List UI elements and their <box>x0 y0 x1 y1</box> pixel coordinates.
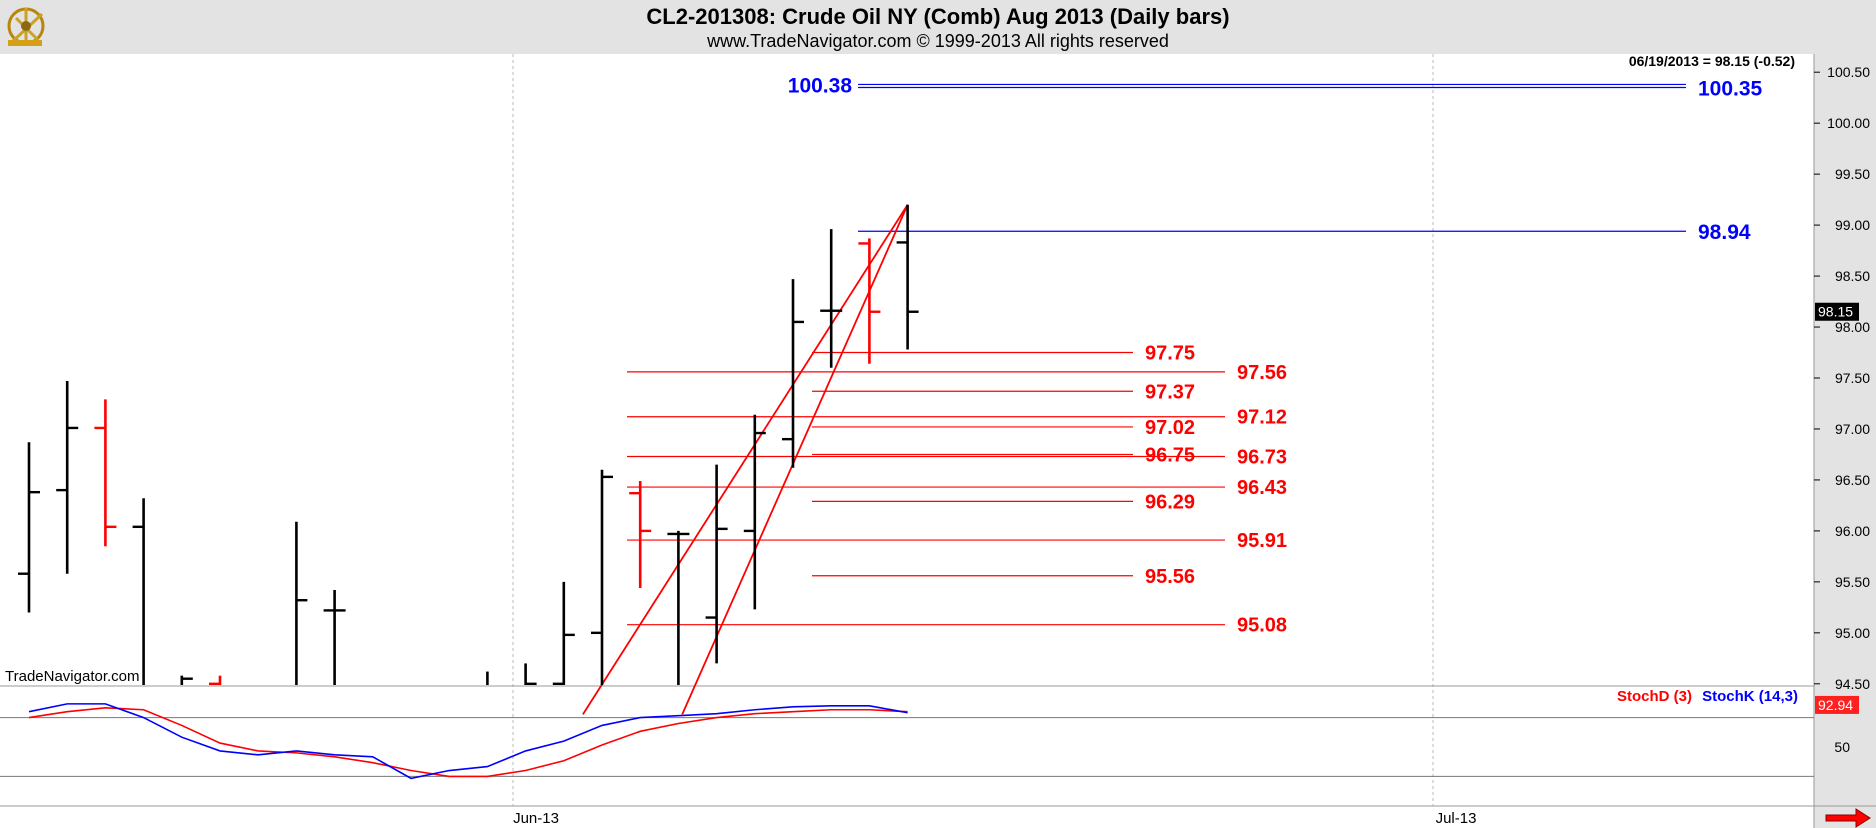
fib-level-label: 97.37 <box>1145 381 1195 403</box>
y-tick-label: 100.50 <box>1827 64 1870 80</box>
grid-layer <box>512 54 1434 806</box>
stoch-legend-d: StochD (3) <box>1617 688 1692 705</box>
y-tick-label: 98.50 <box>1835 268 1870 284</box>
panel-layer <box>0 54 1876 828</box>
stoch-series-line <box>28 703 908 780</box>
axis-layer: Jun-13 Jul-13 94.50 95.00 95.50 96.00 96.50 97.… <box>513 53 1871 828</box>
price-bars-layer <box>18 204 919 686</box>
y-tick-label: 99.00 <box>1835 217 1870 233</box>
stoch-last-value-label: 92.94 <box>1818 697 1853 713</box>
fib-level-label: 95.91 <box>1237 530 1287 552</box>
stoch-series-line <box>28 706 908 778</box>
price-info-label: 06/19/2013 = 98.15 (-0.52) <box>1629 53 1795 69</box>
y-tick-label: 94.50 <box>1835 676 1870 692</box>
stoch-y-tick-label: 50 <box>1834 739 1850 755</box>
fib-level-label: 96.73 <box>1237 446 1287 468</box>
fib-level-label: 95.08 <box>1237 615 1287 637</box>
stoch-legend-k: StochK (14,3) <box>1702 688 1798 705</box>
fib-level-label: 96.43 <box>1237 477 1287 499</box>
fib-level-label: 96.75 <box>1145 444 1195 466</box>
y-tick-label: 99.50 <box>1835 166 1870 182</box>
fib-level-label: 97.02 <box>1145 417 1195 439</box>
trendline <box>582 204 909 715</box>
y-tick-label: 96.50 <box>1835 472 1870 488</box>
levels-layer: 100.38 100.35 98.94 97.75 97.56 97.37 97.12 97.… <box>627 74 1763 637</box>
y-tick-label: 96.00 <box>1835 523 1870 539</box>
last-price-label: 98.15 <box>1818 304 1853 320</box>
level-label: 100.38 <box>788 74 853 97</box>
level-label: 98.94 <box>1698 221 1751 244</box>
last-price-box <box>1815 302 1859 321</box>
level-label: 100.35 <box>1698 77 1763 100</box>
trendline-layer <box>582 204 909 715</box>
y-tick-label: 97.50 <box>1835 370 1870 386</box>
watermark: TradeNavigator.com <box>5 668 140 685</box>
stochastic-layer: StochD (3) StochK (14,3) <box>0 688 1814 780</box>
fib-level-label: 96.29 <box>1145 491 1195 513</box>
gold-sextant-logo-icon <box>7 7 45 46</box>
x-tick-label: Jun-13 <box>513 810 559 827</box>
date-axis-background <box>0 807 1814 828</box>
x-tick-label: Jul-13 <box>1436 810 1477 827</box>
scroll-right-arrow-icon <box>1825 808 1871 828</box>
stoch-last-value-box <box>1815 695 1859 714</box>
fib-level-label: 95.56 <box>1145 566 1195 588</box>
fib-level-label: 97.75 <box>1145 343 1195 365</box>
y-tick-label: 97.00 <box>1835 421 1870 437</box>
y-tick-label: 95.50 <box>1835 574 1870 590</box>
fib-level-label: 97.12 <box>1237 407 1287 429</box>
y-tick-label: 100.00 <box>1827 115 1870 131</box>
chart-header: CL2-201308: Crude Oil NY (Comb) Aug 2013… <box>0 0 1876 54</box>
y-tick-label: 98.00 <box>1835 319 1870 335</box>
chart-subtitle: www.TradeNavigator.com © 1999-2013 All r… <box>707 31 1169 51</box>
chart-title: CL2-201308: Crude Oil NY (Comb) Aug 2013… <box>646 4 1230 29</box>
fib-level-label: 97.56 <box>1237 362 1287 384</box>
y-tick-label: 95.00 <box>1835 625 1870 641</box>
